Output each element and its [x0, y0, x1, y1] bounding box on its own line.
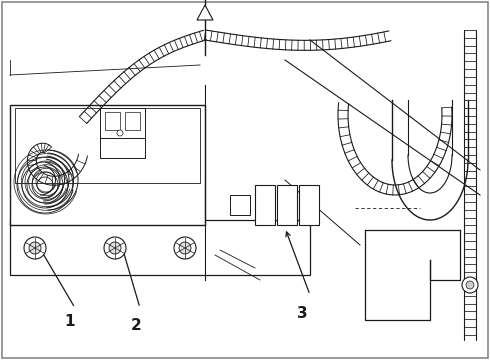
Text: 1: 1: [65, 315, 75, 329]
Bar: [255, 185, 275, 225]
Circle shape: [109, 242, 121, 254]
Bar: [230, 195, 250, 215]
Circle shape: [104, 237, 126, 259]
Bar: [105, 112, 120, 130]
Bar: [100, 138, 145, 158]
Text: 2: 2: [131, 318, 142, 333]
Circle shape: [179, 242, 191, 254]
Text: 3: 3: [296, 306, 307, 320]
Bar: [100, 108, 145, 138]
Bar: [10, 220, 310, 275]
Circle shape: [174, 237, 196, 259]
Circle shape: [29, 242, 41, 254]
Circle shape: [117, 130, 123, 136]
Circle shape: [24, 237, 46, 259]
Bar: [125, 112, 140, 130]
Bar: [15, 108, 200, 183]
Polygon shape: [197, 5, 213, 20]
Circle shape: [462, 277, 478, 293]
Circle shape: [466, 281, 474, 289]
Bar: [299, 185, 319, 225]
Bar: [10, 105, 205, 225]
Bar: [277, 185, 297, 225]
